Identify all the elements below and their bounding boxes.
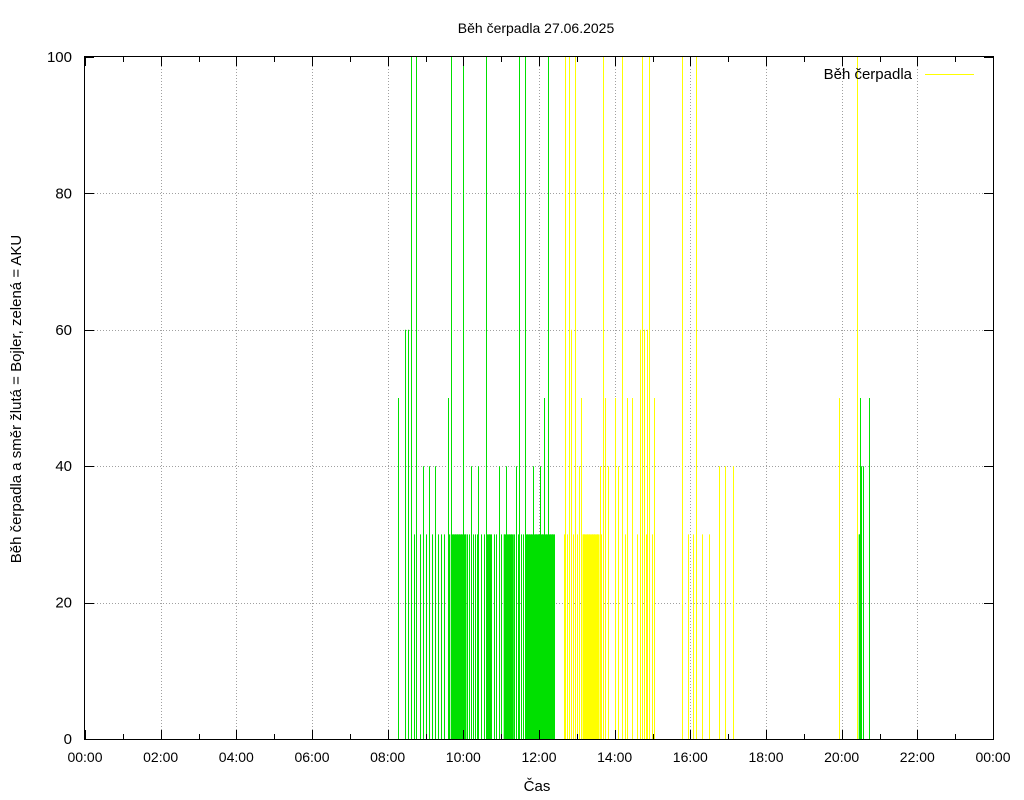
x-tick-label: 12:00 xyxy=(521,749,556,765)
y-tick-labels: 0 20 40 60 80 100 xyxy=(47,49,72,748)
impulse-block-green xyxy=(525,534,555,739)
impulse-block-green xyxy=(858,534,861,739)
x-tick-label: 20:00 xyxy=(824,749,859,765)
y-tick-label: 40 xyxy=(55,458,72,475)
y-tick-label: 20 xyxy=(55,595,72,612)
chart-title: Běh čerpadla 27.06.2025 xyxy=(458,20,615,36)
y-tick-label: 0 xyxy=(64,731,72,748)
legend-label: Běh čerpadla xyxy=(824,66,913,83)
x-tick-label: 16:00 xyxy=(673,749,708,765)
impulse-block-green xyxy=(503,534,514,739)
impulse-block-green xyxy=(450,534,467,739)
x-tick-label: 02:00 xyxy=(143,749,178,765)
legend: Běh čerpadla xyxy=(824,66,974,83)
impulse-block-green xyxy=(486,534,492,739)
x-tick-label: 14:00 xyxy=(597,749,632,765)
x-tick-label: 22:00 xyxy=(900,749,935,765)
x-tick-label: 00:00 xyxy=(975,749,1010,765)
x-tick-labels: 00:00 02:00 04:00 06:00 08:00 10:00 12:00 14:00… xyxy=(67,749,1010,765)
series-layer xyxy=(398,57,870,739)
x-tick-label: 00:00 xyxy=(67,749,102,765)
y-tick-label: 80 xyxy=(55,185,72,202)
x-tick-label: 08:00 xyxy=(370,749,405,765)
impulse-block-yellow xyxy=(582,534,600,739)
x-tick-label: 06:00 xyxy=(294,749,329,765)
y-axis-label: Běh čerpadla a směr žlutá = Bojler, zele… xyxy=(8,235,25,564)
x-tick-label: 04:00 xyxy=(219,749,254,765)
x-tick-label: 18:00 xyxy=(748,749,783,765)
x-tick-label: 10:00 xyxy=(446,749,481,765)
y-tick-label: 100 xyxy=(47,49,72,66)
plot-frame xyxy=(84,56,994,740)
ticks xyxy=(85,57,994,740)
x-axis-label: Čas xyxy=(524,778,551,795)
y-tick-label: 60 xyxy=(55,322,72,339)
